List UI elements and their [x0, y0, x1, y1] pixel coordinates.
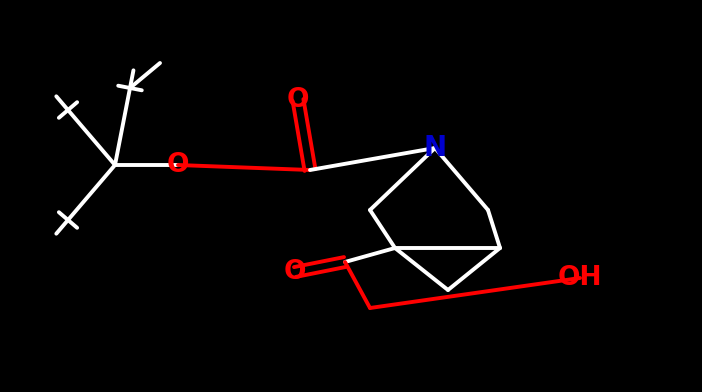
Text: O: O: [286, 87, 310, 113]
Text: O: O: [284, 259, 306, 285]
Text: OH: OH: [558, 265, 602, 291]
Text: O: O: [167, 152, 190, 178]
Text: N: N: [423, 134, 446, 162]
